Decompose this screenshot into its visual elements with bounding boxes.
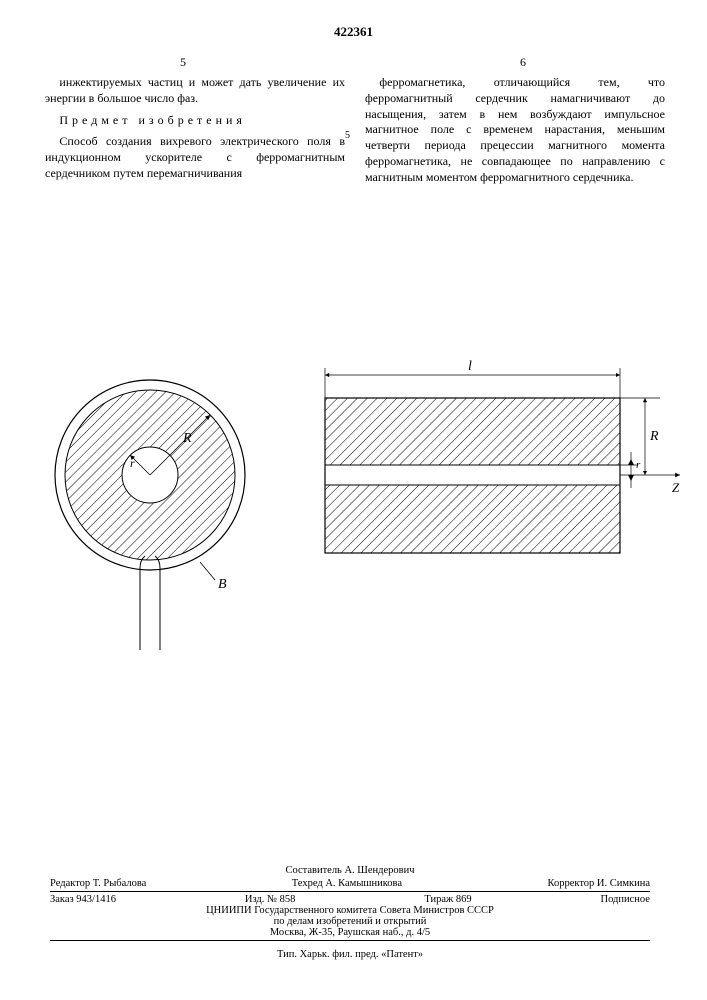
- figure-svg: R r В Z l R r: [0, 280, 707, 700]
- org2: по делам изобретений и открытий: [50, 916, 650, 927]
- label-R-rect: R: [649, 429, 659, 444]
- techred: Техред А. Камышникова: [292, 878, 402, 889]
- label-r-rect: r: [636, 459, 641, 471]
- order: Заказ 943/1416: [50, 894, 116, 905]
- left-p2: Способ создания вихревого электрического…: [45, 134, 345, 181]
- figure: R r В Z l R r: [0, 280, 707, 700]
- izd: Изд. № 858: [245, 894, 296, 905]
- label-R-circle: R: [182, 431, 192, 446]
- signed: Подписное: [601, 894, 650, 905]
- patent-number: 422361: [0, 24, 707, 40]
- footer: Составитель А. Шендерович Редактор Т. Ры…: [50, 865, 650, 960]
- label-Z: Z: [672, 480, 680, 495]
- column-number-right: 6: [520, 55, 526, 70]
- text-columns: инжектируемых частиц и может дать увелич…: [45, 75, 665, 186]
- right-p1: ферромагнетика, отличающийся тем, что фе…: [365, 75, 665, 186]
- right-column: ферромагнетика, отличающийся тем, что фе…: [365, 75, 665, 186]
- addr: Москва, Ж-35, Раушская наб., д. 4/5: [50, 927, 650, 938]
- column-number-left: 5: [180, 55, 186, 70]
- composer-line: Составитель А. Шендерович: [50, 865, 650, 876]
- tirage: Тираж 869: [424, 894, 471, 905]
- corrector: Корректор И. Симкина: [547, 878, 650, 889]
- left-p1: инжектируемых частиц и может дать увелич…: [45, 75, 345, 107]
- org: ЦНИИПИ Государственного комитета Совета …: [50, 905, 650, 916]
- section-title: Предмет изобретения: [45, 113, 345, 129]
- label-r-circle: r: [130, 456, 135, 470]
- label-l: l: [468, 359, 472, 374]
- printer: Тип. Харьк. фил. пред. «Патент»: [50, 949, 650, 960]
- left-column: инжектируемых частиц и может дать увелич…: [45, 75, 345, 186]
- label-B: В: [218, 577, 227, 592]
- editor: Редактор Т. Рыбалова: [50, 878, 146, 889]
